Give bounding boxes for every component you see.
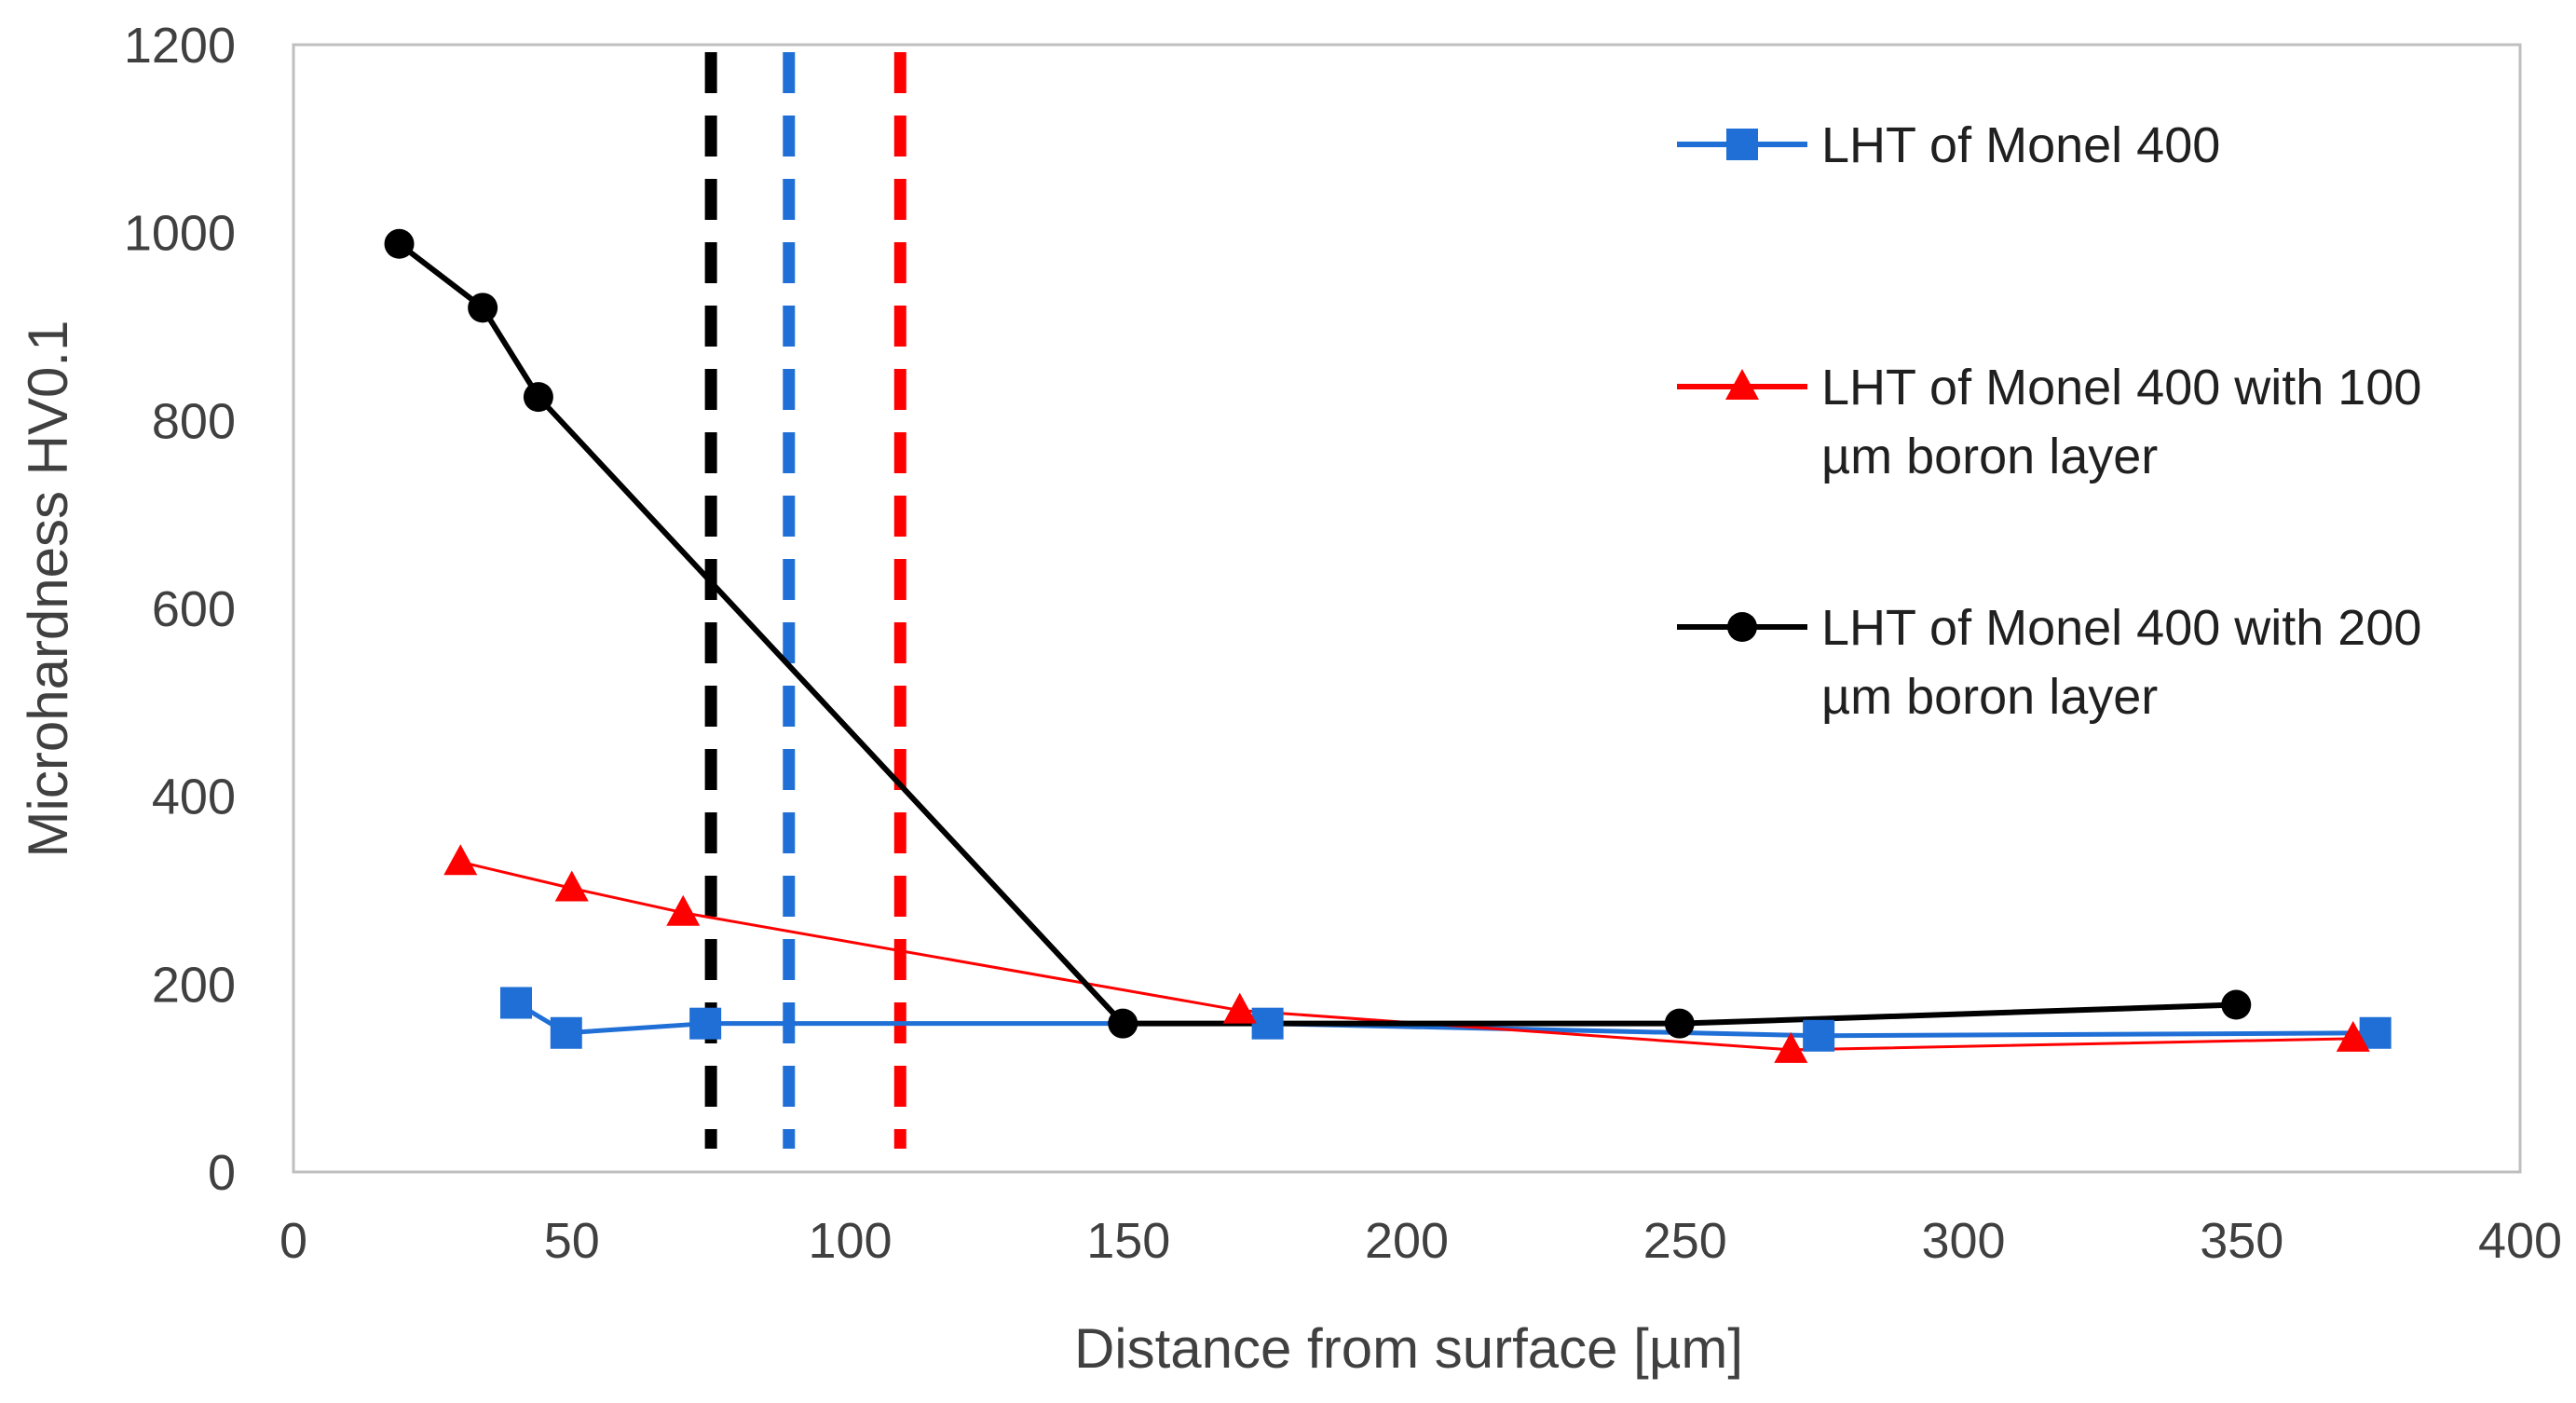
legend-label-triangle-0: LHT of Monel 400 with 100: [1821, 360, 2421, 415]
x-tick-label-2: 100: [808, 1213, 892, 1269]
data-point-triangle-4: [1774, 1031, 1808, 1063]
data-point-circle-2: [523, 382, 553, 413]
series-markers: [384, 228, 2392, 1063]
legend-marker-triangle: [1725, 369, 1759, 400]
y-tick-label-3: 600: [152, 581, 236, 637]
y-tick-label-2: 400: [152, 770, 236, 825]
data-point-triangle-5: [2336, 1020, 2370, 1052]
x-tick-label-7: 350: [2200, 1213, 2283, 1269]
legend: LHT of Monel 400 LHT of Monel 400 with 10…: [1677, 117, 2421, 725]
y-axis-ticks: 0 200 400 600 800 1000 1200: [124, 18, 236, 1201]
data-point-triangle-3: [1222, 992, 1257, 1024]
y-tick-label-4: 800: [152, 393, 236, 449]
x-tick-label-3: 150: [1086, 1213, 1170, 1269]
legend-marker-circle: [1727, 612, 1757, 642]
data-point-circle-0: [384, 228, 415, 259]
data-point-circle-4: [1664, 1008, 1695, 1039]
reference-lines: [704, 52, 906, 1149]
x-tick-label-6: 300: [1921, 1213, 2005, 1269]
legend-label-square-0: LHT of Monel 400: [1821, 117, 2220, 173]
legend-marker-square: [1726, 129, 1758, 160]
y-axis-title: Microhardness HV0.1: [17, 320, 79, 858]
x-tick-label-4: 200: [1365, 1213, 1449, 1269]
series-line-triangle: [459, 860, 2353, 1052]
y-tick-label-0: 0: [208, 1145, 236, 1201]
x-tick-label-5: 250: [1643, 1213, 1727, 1269]
data-point-square-2: [689, 1007, 722, 1040]
data-point-triangle-1: [554, 870, 589, 902]
data-point-circle-3: [1108, 1008, 1138, 1039]
x-tick-label-1: 50: [544, 1213, 600, 1269]
x-axis-title: Distance from surface [µm]: [1074, 1317, 1743, 1380]
data-point-circle-5: [2221, 989, 2252, 1020]
data-point-square-1: [550, 1016, 582, 1049]
data-point-triangle-2: [666, 894, 701, 926]
legend-label-circle-1: µm boron layer: [1821, 669, 2158, 725]
y-tick-label-5: 1000: [124, 206, 236, 262]
x-axis-ticks: 0 50 100 150 200 250 300 350 400: [279, 1213, 2562, 1269]
legend-label-circle-0: LHT of Monel 400 with 200: [1821, 600, 2421, 656]
y-tick-label-6: 1200: [124, 18, 236, 74]
data-point-circle-1: [468, 293, 498, 323]
data-point-square-0: [500, 987, 532, 1019]
x-tick-label-8: 400: [2478, 1213, 2562, 1269]
legend-label-triangle-1: µm boron layer: [1821, 429, 2158, 484]
x-tick-label-0: 0: [279, 1213, 307, 1269]
data-point-square-3: [1251, 1007, 1284, 1040]
data-point-triangle-0: [443, 844, 478, 876]
series-line-circle: [397, 241, 2237, 1027]
y-tick-label-1: 200: [152, 957, 236, 1013]
plot-area: [292, 43, 2522, 1174]
data-point-square-4: [1803, 1019, 1835, 1052]
